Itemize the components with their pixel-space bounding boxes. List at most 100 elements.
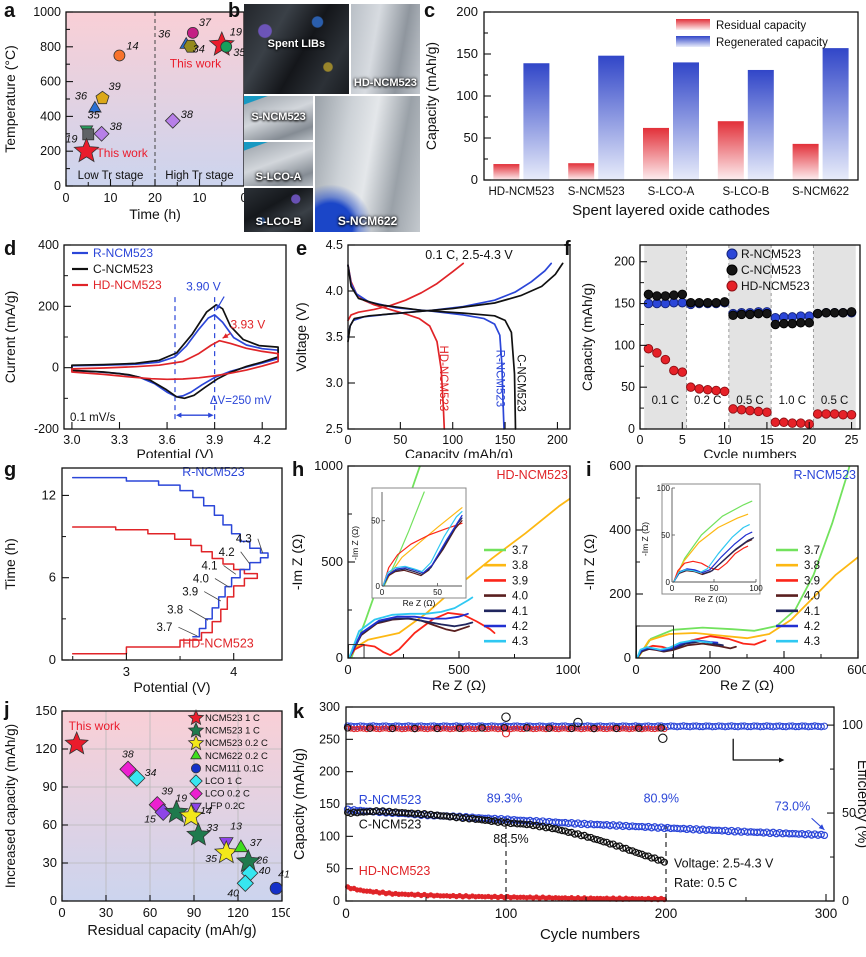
label: 200 — [40, 144, 61, 158]
legend-label: 3.9 — [512, 575, 528, 587]
label: 150 — [319, 797, 340, 811]
label: 1000 — [33, 5, 61, 19]
photo-s-ncm523: S-NCM523 — [244, 96, 314, 140]
label: -200 — [34, 422, 59, 436]
label: 10 — [718, 433, 732, 447]
y-axis-label: -Im Z (Ω) — [289, 534, 305, 590]
star-marker — [186, 822, 211, 846]
photo-label: HD-NCM523 — [353, 76, 417, 89]
label: 2.5 — [326, 422, 343, 436]
star-marker — [64, 730, 89, 755]
panel-j-comparison-scatter: 0 30 60 90 120 150 0 30 60 90 120 150 This work 38 34 3… — [3, 703, 290, 939]
legend-label: 3.7 — [512, 545, 528, 557]
label: 0 — [632, 662, 639, 677]
label: 500 — [448, 662, 470, 677]
label: 100 — [749, 584, 763, 593]
x-axis-label: Residual capacity (mAh/g) — [87, 923, 256, 939]
label: 200 — [547, 433, 568, 447]
label: 0 — [50, 893, 57, 908]
series-label: HD-NCM523 — [359, 864, 431, 878]
ref-label: 35 — [205, 853, 217, 865]
photo-label: S-NCM523 — [251, 110, 306, 123]
label: 0 — [666, 578, 671, 587]
legend-label: 4.3 — [804, 636, 820, 648]
label: 4 — [230, 664, 237, 679]
label: 6 — [49, 570, 56, 585]
label: 0 — [380, 588, 385, 597]
panel-d-cv-curves: ΔV=250 mV 3.90 V 3.93 V 0.1 mV/s R-NCM523 C-N… — [2, 238, 287, 458]
ref-label: 41 — [278, 868, 290, 880]
category-label: S-LCO-B — [722, 186, 769, 198]
label: 60 — [43, 817, 57, 832]
series-label: HD-NCM523 — [182, 637, 254, 651]
label: 100 — [842, 718, 863, 732]
voltage-label: 3.8 — [167, 604, 183, 616]
ref-label: 19 — [175, 792, 187, 804]
label: 30 — [43, 855, 57, 870]
panel-letter-j: j — [4, 699, 10, 721]
label: 50 — [621, 380, 635, 394]
photo-s-lco-b: S-LCO-B — [244, 188, 314, 232]
panel-f-rate-capability: 0.1 C 0.2 C 0.5 C 1.0 C 0.5 C 0 50 100 150 200 0 5 1… — [579, 244, 861, 458]
label: 60 — [143, 905, 157, 920]
label: 100 — [442, 433, 463, 447]
label: 600 — [609, 458, 631, 473]
label: 4.5 — [326, 238, 343, 252]
y-axis-label: Time (h) — [2, 538, 18, 590]
label: 0 — [344, 662, 351, 677]
this-work-label: This work — [69, 719, 121, 733]
label: 90 — [187, 905, 201, 920]
legend-label: NCM523 0.2 C — [205, 738, 268, 749]
panel-c-capacity-bar-chart: 0 50 100 150 200 HD-NCM523 S-NCM523 S-LCO-A S-LC… — [423, 4, 859, 219]
legend-label: 3.8 — [512, 560, 528, 572]
x-axis-label: Potential (V) — [136, 446, 213, 458]
ref-label: 36 — [75, 91, 88, 103]
voltage-label: 4.2 — [219, 547, 235, 559]
triangle-marker — [233, 839, 249, 853]
x-axis-label: Cycle numbers — [703, 446, 796, 458]
x-axis-label: Time (h) — [129, 206, 181, 222]
label: 200 — [319, 765, 340, 779]
ref-label: 26 — [255, 855, 268, 867]
photo-label: S-NCM622 — [337, 213, 398, 228]
retention-label: 73.0% — [775, 799, 810, 813]
label: 12 — [42, 487, 56, 502]
legend-label: 3.7 — [804, 545, 820, 557]
residual-bar — [568, 163, 595, 180]
x-axis-label: Potential (V) — [133, 679, 210, 695]
label: 0 — [336, 650, 343, 665]
label: 100 — [495, 906, 518, 921]
legend-label: 4.2 — [512, 621, 528, 633]
y-axis-label: Capacity (mAh/g) — [579, 283, 595, 391]
ref-label: 38 — [181, 109, 194, 121]
residual-bar — [792, 143, 819, 180]
legend-label: NCM111 0.1C — [205, 763, 264, 774]
circle-marker — [113, 49, 126, 62]
legend-label: LFP 0.2C — [205, 801, 245, 812]
label: 0 — [637, 433, 644, 447]
legend-label: Residual capacity — [716, 20, 806, 32]
label: 3.0 — [326, 376, 343, 390]
label: 50 — [710, 584, 719, 593]
this-work-label: This work — [96, 146, 148, 160]
delta-v-label: ΔV=250 mV — [210, 395, 272, 407]
region-label-high: High Tr stage — [165, 170, 233, 182]
series-title: R-NCM523 — [793, 468, 856, 482]
ref-label: 40 — [227, 887, 239, 899]
voltage-label: 4.0 — [193, 574, 209, 586]
this-work-label: This work — [170, 57, 222, 71]
ref-label: 35 — [87, 109, 100, 121]
legend-label: NCM523 1 C — [205, 713, 260, 724]
label: 50 — [371, 517, 380, 526]
ref-label: 13 — [230, 820, 242, 832]
ref-label: 38 — [110, 121, 123, 133]
voltage-label: 4.3 — [236, 534, 252, 546]
diamond-marker — [128, 769, 146, 787]
label: 0 — [49, 652, 56, 667]
x-axis-label: Spent layered oxide cathodes — [572, 202, 770, 219]
star-marker — [187, 721, 205, 738]
y-axis-label: Temperature (°C) — [2, 45, 18, 153]
regenerated-bar — [598, 55, 625, 180]
label: 15 — [760, 433, 774, 447]
